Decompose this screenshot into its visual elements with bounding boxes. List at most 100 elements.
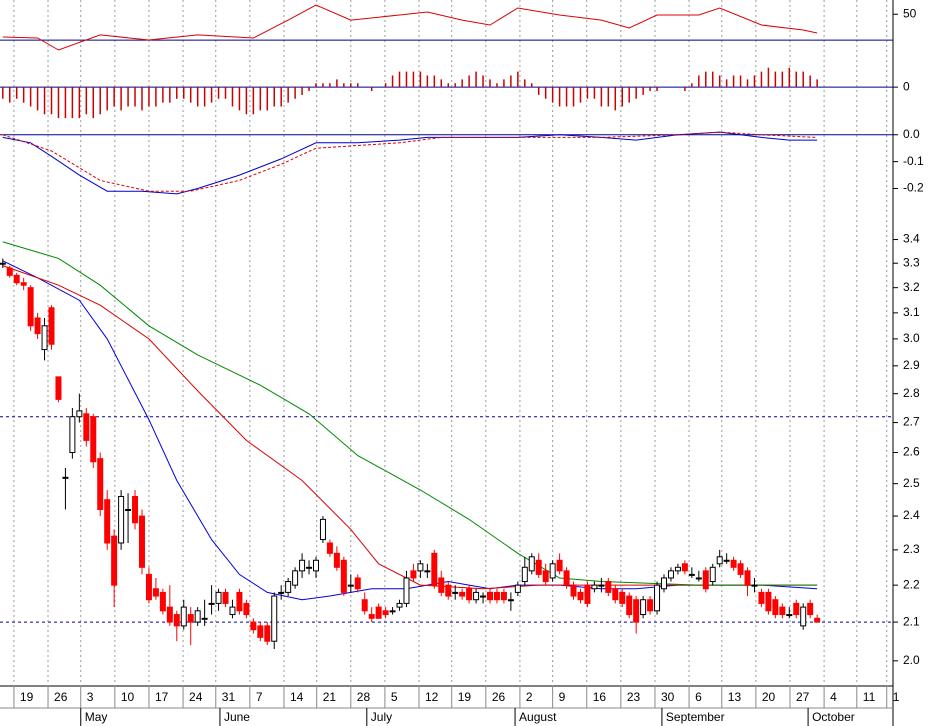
candle-body [264,625,271,642]
candle-body [340,559,347,593]
candle-body [250,621,257,631]
candle-body [737,563,744,575]
candle-body [521,566,528,583]
candle-body [278,591,285,594]
candle-body [132,495,139,524]
candle-body [445,584,452,597]
candle-body [556,559,563,572]
candle-body [236,591,243,612]
candle-body [723,559,730,562]
candle-body [152,588,159,597]
x-tick-label: 31 [222,690,236,704]
candle-body [125,508,132,511]
x-tick-label: 14 [290,690,304,704]
candle-body [619,591,626,604]
x-tick-label: 5 [391,690,398,704]
candle-body [41,325,48,351]
month-label: August [519,710,557,724]
y-tick-label: 0 [903,79,910,93]
x-tick-label: 30 [661,690,675,704]
candle-body [640,599,647,616]
candle-body [306,566,313,569]
candle-body [13,274,20,284]
x-tick-label: 13 [728,690,742,704]
candle-body [299,559,306,572]
y-tick-label: 3.0 [903,331,920,345]
candle-body [111,535,118,586]
candle-body [208,602,215,605]
y-tick-label: -0.1 [903,154,924,168]
y-tick-label: 2.9 [903,358,920,372]
y-tick-label: 2.1 [903,614,920,628]
candle-body [389,610,396,613]
x-tick-label: 27 [796,690,810,704]
y-tick-label: 3.4 [903,232,920,246]
month-label: September [666,710,725,724]
x-tick-label: 12 [425,690,439,704]
series-line [2,260,818,601]
candle-body [326,542,333,554]
x-tick-label: 26 [492,690,506,704]
candle-body [744,570,751,586]
candle-body [229,606,236,616]
candle-body [591,584,598,590]
x-tick-label: 23 [627,690,641,704]
candle-body [215,591,222,604]
y-tick-label: 2.7 [903,415,920,429]
candle-body [661,577,668,590]
candle-body [681,563,688,572]
candle-body [62,476,69,479]
candle-body [584,584,591,604]
candle-body [424,570,431,573]
candle-body [83,413,90,441]
candle-body [535,559,542,575]
candle-body [201,617,208,620]
x-tick-label: 3 [87,690,94,704]
x-tick-label: 10 [121,690,135,704]
candle-body [542,570,549,583]
candle-body [69,416,76,454]
x-tick-label: 4 [830,690,837,704]
candle-body [716,556,723,565]
candle-body [786,614,793,617]
candle-body [570,584,577,597]
candle-body [695,577,702,580]
candle-body [375,606,382,619]
series-line [2,241,818,586]
candle-body [173,614,180,627]
candle-body [730,559,737,568]
candle-body [0,262,6,265]
candle-body [459,591,466,597]
y-tick-label: 3.1 [903,305,920,319]
x-tick-label: 16 [593,690,607,704]
candle-body [354,577,361,590]
candle-body [598,584,605,587]
candle-body [312,559,319,572]
candle-body [452,591,459,594]
candle-body [368,614,375,619]
candle-body [514,584,521,593]
candle-body [626,595,633,616]
candle-body [800,606,807,627]
candle-body [222,591,229,604]
month-label: June [224,710,250,724]
y-tick-label: 2.5 [903,476,920,490]
candle-body [27,287,34,327]
candle-body [48,307,55,345]
candle-body [563,570,570,586]
candle-body [765,591,772,612]
candle-body [500,591,507,601]
x-tick-label: 28 [357,690,371,704]
y-tick-label: 2.0 [903,653,920,667]
candle-body [480,595,487,598]
candle-body [187,614,194,623]
candle-body [396,602,403,608]
candle-body [702,570,709,590]
candle-body [487,591,494,601]
candle-body [549,563,556,579]
candle-body [347,584,354,587]
candle-body [507,599,514,602]
candle-body [145,573,152,601]
